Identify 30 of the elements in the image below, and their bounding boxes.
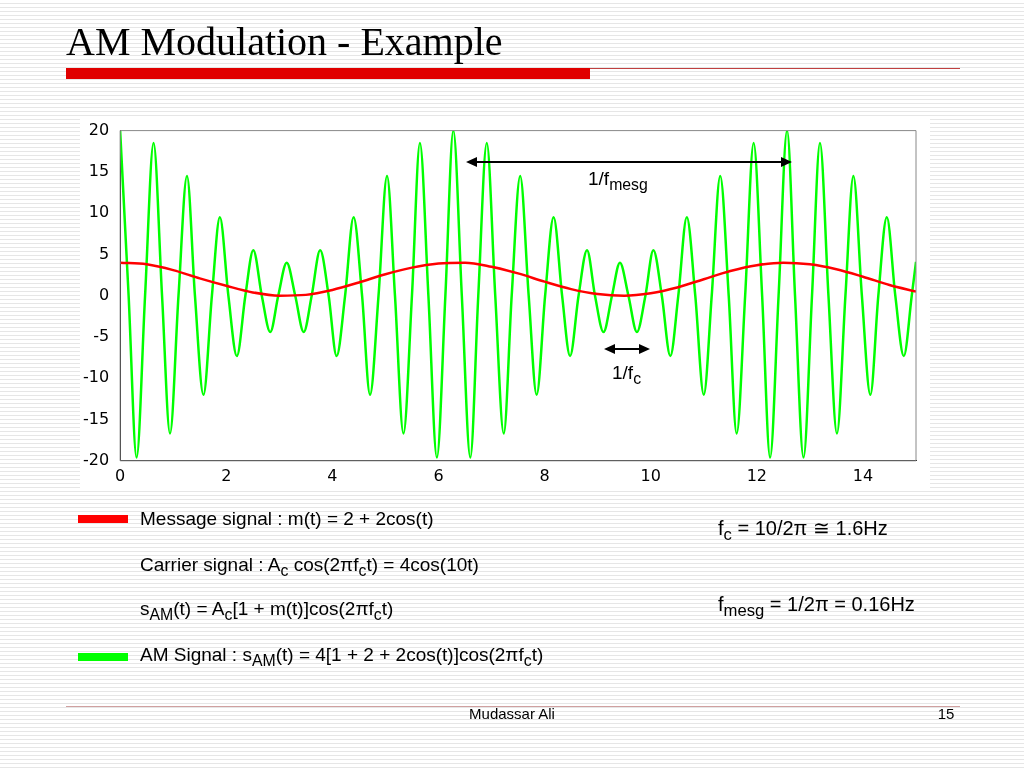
x-tick-label: 12 xyxy=(746,465,768,485)
y-tick-label: -20 xyxy=(82,449,110,469)
text: 15 xyxy=(937,705,955,722)
x-tick-label: 14 xyxy=(852,465,874,485)
text: Carrier signal : A$_{c}$ cos(2πf$_{c}$t) = 4cos(10t) xyxy=(140,554,479,580)
y-tick-label: 5 xyxy=(98,243,110,263)
annotation: 1/f$_{c}$ xyxy=(612,362,642,388)
x-tick-label: 4 xyxy=(327,465,338,485)
annotation: 1/f$_{mesg}$ xyxy=(588,168,648,194)
line-series xyxy=(120,130,916,459)
text: f$_{mesg}$ = 1/2π = 0.16Hz xyxy=(718,593,915,621)
text: f$_{c}$ = 10/2π ≅ 1.6Hz xyxy=(718,516,888,545)
legend-label: Message signal : m(t) = 2 + 2cos(t) xyxy=(140,508,434,530)
legend-label: AM Signal : s$_{AM}$(t) = 4[1 + 2 + 2cos(t)]cos(2πf$_{c}$t) xyxy=(140,644,544,670)
y-tick-label: -15 xyxy=(82,408,110,428)
y-tick-label: -10 xyxy=(82,367,110,387)
y-tick-label: 10 xyxy=(88,202,110,222)
x-tick-label: 6 xyxy=(433,465,444,485)
text: Mudassar Ali xyxy=(469,705,555,722)
y-tick-label: 15 xyxy=(88,161,110,181)
x-tick-label: 8 xyxy=(539,465,550,485)
x-tick-label: 0 xyxy=(115,465,126,485)
text: s$_{AM}$(t) = A$_{c}$[1 + m(t)]cos(2πf$_{c}$t) xyxy=(140,598,394,624)
y-tick-label: 0 xyxy=(98,284,110,304)
y-tick-label: 20 xyxy=(88,119,110,139)
y-tick-label: -5 xyxy=(93,326,110,346)
line-series xyxy=(120,261,916,297)
x-tick-label: 2 xyxy=(221,465,232,485)
chart-title: AM Modulation - Example xyxy=(66,18,503,65)
x-tick-label: 10 xyxy=(640,465,661,485)
